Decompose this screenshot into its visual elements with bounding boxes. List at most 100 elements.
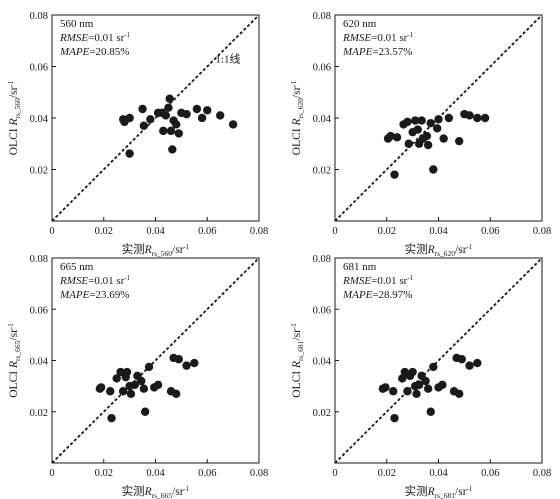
x-axis-subscript: rs_560 [152, 249, 173, 258]
x-axis-prefix: 实测 [122, 484, 145, 498]
y-axis-label: OLCI Rrs_560/sr-1 [7, 80, 22, 155]
data-point [137, 376, 146, 386]
data-point [408, 367, 417, 377]
y-axis-subscript: rs_681 [296, 340, 305, 361]
one-to-one-line [334, 257, 543, 464]
y-axis-exponent: -1 [7, 323, 15, 329]
data-point [392, 133, 402, 142]
data-point [164, 103, 173, 112]
data-point [398, 374, 407, 383]
data-point [106, 387, 115, 396]
data-point [161, 111, 171, 120]
rmse-unit-exponent: -1 [407, 31, 413, 39]
data-point [172, 389, 181, 399]
y-axis-variable: R [8, 119, 20, 127]
y-tick-label: 0.02 [30, 408, 48, 419]
x-tick-label: 0.02 [378, 226, 396, 237]
y-axis-unit: /sr [8, 86, 20, 98]
x-tick-label: 0.06 [198, 226, 216, 237]
one-to-one-line [51, 14, 260, 222]
data-point [411, 116, 420, 125]
data-point [174, 129, 183, 138]
data-point [165, 94, 174, 103]
data-point [122, 367, 132, 377]
rmse-value: =0.01 sr [371, 275, 407, 287]
y-axis-subscript: rs_665 [13, 340, 22, 361]
data-point [444, 113, 454, 123]
rmse-label: RMSE=0.01 sr-1 [59, 274, 131, 287]
y-axis-exponent: -1 [7, 80, 15, 86]
data-point [417, 116, 426, 125]
y-tick-label: 0.04 [313, 114, 332, 125]
x-axis-exponent: -1 [184, 243, 190, 251]
data-point [126, 389, 136, 399]
data-point [455, 389, 464, 399]
data-point [146, 115, 155, 124]
x-axis-variable: R [144, 244, 152, 256]
x-axis-variable: R [427, 244, 435, 256]
x-tick-label: 0.04 [429, 226, 448, 237]
data-point [390, 413, 399, 423]
x-tick-label: 0.08 [533, 468, 551, 479]
x-axis-label: 实测Rrs_665/sr-1 [122, 484, 190, 499]
data-point [130, 380, 139, 390]
rmse-unit-exponent: -1 [124, 31, 130, 39]
mape-label: MAPE=28.97% [342, 289, 412, 301]
data-point [426, 118, 435, 128]
y-tick-label: 0.06 [313, 305, 331, 316]
y-tick-label: 0.02 [313, 408, 331, 419]
rmse-name: RMSE [59, 32, 88, 44]
x-axis-label: 实测Rrs_620/sr-1 [405, 242, 473, 258]
data-point [413, 125, 422, 134]
data-point [139, 384, 149, 393]
data-point [473, 113, 482, 123]
rmse-name: RMSE [342, 275, 371, 287]
band-label: 681 nm [343, 261, 377, 273]
one-to-one-label: 1:1线 [215, 52, 240, 66]
data-point [465, 361, 474, 370]
rmse-unit-exponent: -1 [124, 274, 130, 282]
band-label: 665 nm [60, 261, 94, 273]
x-axis-prefix: 实测 [405, 242, 428, 256]
data-point [197, 113, 207, 123]
x-tick-label: 0.06 [481, 468, 499, 479]
rmse-label: RMSE=0.01 sr-1 [59, 31, 131, 44]
x-tick-label: 0.08 [250, 468, 268, 479]
y-tick-label: 0.04 [30, 114, 49, 125]
rmse-value: =0.01 sr [88, 275, 124, 287]
data-point [182, 109, 191, 119]
y-tick-label: 0.08 [313, 254, 331, 265]
x-tick-label: 0.02 [95, 468, 113, 479]
mape-name: MAPE [342, 289, 373, 301]
data-point [182, 361, 191, 370]
data-point [457, 355, 466, 364]
x-tick-label: 0.04 [146, 468, 165, 479]
data-point [192, 104, 202, 114]
data-point [166, 126, 176, 136]
x-axis-subscript: rs_681 [435, 491, 456, 499]
x-axis-subscript: rs_620 [435, 249, 456, 258]
x-tick-label: 0.06 [198, 468, 216, 479]
band-label: 620 nm [343, 18, 377, 30]
x-tick-label: 0 [332, 468, 337, 479]
x-tick-label: 0 [332, 226, 337, 237]
data-point [190, 358, 199, 368]
mape-value: =20.85% [89, 46, 129, 58]
data-point [96, 383, 106, 392]
x-tick-label: 0.04 [146, 226, 165, 237]
y-axis-exponent: -1 [290, 323, 298, 329]
x-tick-label: 0 [49, 468, 54, 479]
x-axis-exponent: -1 [467, 243, 473, 251]
y-axis-label: OLCI Rrs_620/sr-1 [290, 80, 305, 155]
data-point [138, 104, 147, 114]
rmse-name: RMSE [342, 32, 371, 44]
data-point [433, 124, 442, 133]
y-axis-variable: R [8, 361, 20, 369]
x-axis-unit: /sr [172, 244, 184, 256]
x-tick-label: 0.02 [95, 226, 113, 237]
y-axis-label: OLCI Rrs_665/sr-1 [7, 323, 22, 398]
data-point [107, 413, 116, 423]
